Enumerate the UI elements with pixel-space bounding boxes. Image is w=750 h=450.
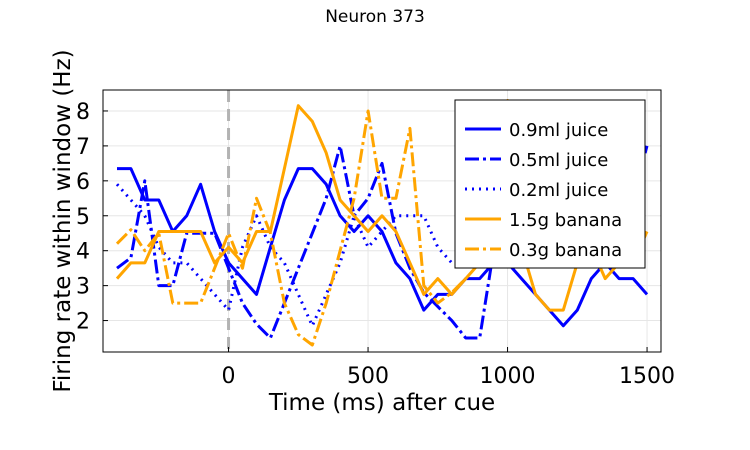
legend: 0.9ml juice 0.5ml juice 0.2ml juice 1.5g ba… [454,99,646,269]
series-line [115,109,467,347]
series-line [117,167,649,328]
y-tick-label: 3 [76,275,90,300]
legend-label: 1.5g banana [509,210,622,231]
y-tick-label: 2 [76,310,90,335]
chart-title: Neuron 373 [325,7,425,27]
y-tick-label: 8 [76,100,90,125]
plot-frame [102,89,662,353]
y-tick-label: 7 [76,135,90,160]
legend-label: 0.3g banana [509,240,622,261]
x-tick-label: 500 [347,364,389,389]
y-tick-label: 5 [76,205,90,230]
y-axis-label: Firing rate within window (Hz) [50,49,76,392]
y-tick-label: 6 [76,170,90,195]
x-tick-label: 1000 [480,364,536,389]
x-axis-label: Time (ms) after cue [268,390,495,416]
x-tick-label: 0 [222,364,236,389]
axis-ticks: 0 500 1000 1500 2 3 4 5 6 7 8 [76,100,675,389]
y-tick-label: 4 [76,240,90,265]
legend-label: 0.9ml juice [509,120,608,141]
legend-label: 0.5ml juice [509,150,608,171]
legend-label: 0.2ml juice [509,180,608,201]
x-tick-label: 1500 [619,364,675,389]
series-line [115,99,649,312]
